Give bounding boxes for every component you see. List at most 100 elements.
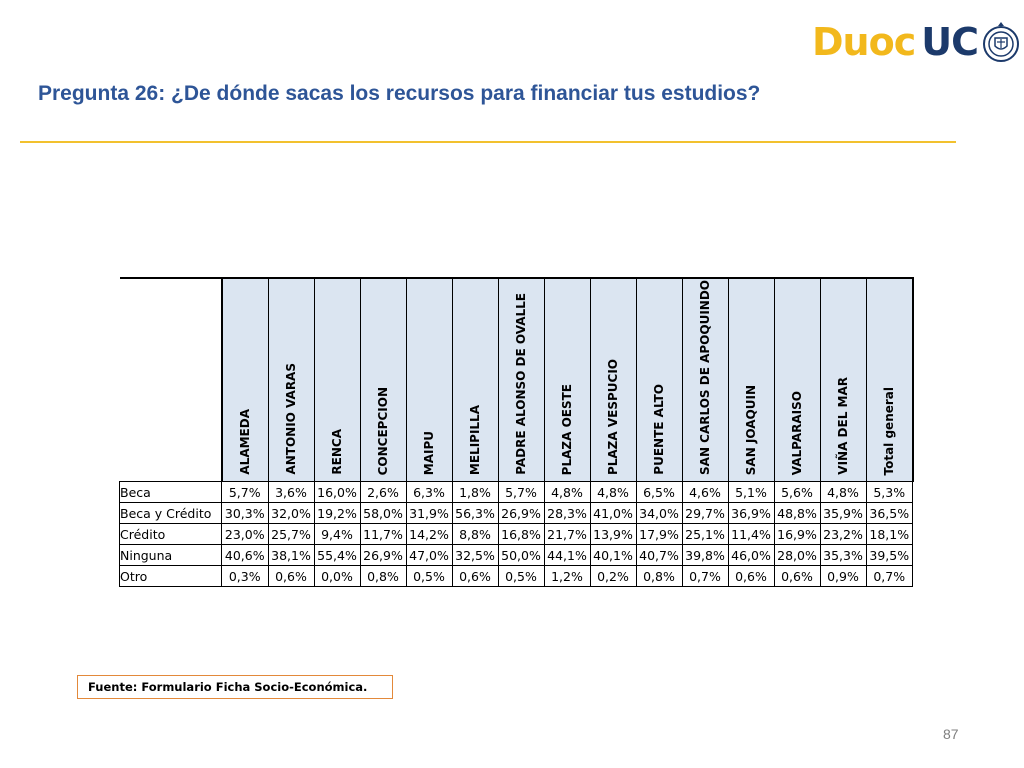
table-cell: 4,8% bbox=[543, 481, 591, 503]
row-label: Beca y Crédito bbox=[119, 502, 222, 524]
column-header: MAIPU bbox=[405, 277, 453, 482]
source-note: Fuente: Formulario Ficha Socio-Económica… bbox=[77, 675, 393, 699]
table-cell: 30,3% bbox=[221, 502, 269, 524]
table-cell: 16,0% bbox=[313, 481, 361, 503]
row-label: Crédito bbox=[119, 523, 222, 545]
table-cell: 0,6% bbox=[267, 565, 315, 587]
table-cell: 19,2% bbox=[313, 502, 361, 524]
column-header: CONCEPCION bbox=[359, 277, 407, 482]
column-header-label: PLAZA OESTE bbox=[560, 383, 574, 475]
table-cell: 0,7% bbox=[865, 565, 913, 587]
table-cell: 0,8% bbox=[635, 565, 683, 587]
table-cell: 46,0% bbox=[727, 544, 775, 566]
column-header: PLAZA OESTE bbox=[543, 277, 591, 482]
table-cell: 11,7% bbox=[359, 523, 407, 545]
table-cell: 23,2% bbox=[819, 523, 867, 545]
table-cell: 16,9% bbox=[773, 523, 821, 545]
table-cell: 47,0% bbox=[405, 544, 453, 566]
column-header-label: SAN JOAQUIN bbox=[744, 384, 758, 475]
table-header-row: ALAMEDA ANTONIO VARAS RENCA CONCEPCION M… bbox=[119, 277, 914, 482]
duoc-uc-logo: Duoc UC bbox=[812, 16, 1020, 68]
table-cell: 5,7% bbox=[221, 481, 269, 503]
row-label: Ninguna bbox=[119, 544, 222, 566]
table-cell: 0,6% bbox=[727, 565, 775, 587]
table-cell: 39,5% bbox=[865, 544, 913, 566]
table-row: Crédito 23,0% 25,7% 9,4% 11,7% 14,2% 8,8… bbox=[119, 523, 913, 545]
column-header-label: VALPARAISO bbox=[790, 390, 804, 475]
table-cell: 0,7% bbox=[681, 565, 729, 587]
table-cell: 28,0% bbox=[773, 544, 821, 566]
table-cell: 40,7% bbox=[635, 544, 683, 566]
table-cell: 1,2% bbox=[543, 565, 591, 587]
column-header: ANTONIO VARAS bbox=[267, 277, 315, 482]
column-header-label: PLAZA VESPUCIO bbox=[606, 358, 620, 475]
table-cell: 44,1% bbox=[543, 544, 591, 566]
table-cell: 29,7% bbox=[681, 502, 729, 524]
table-cell: 16,8% bbox=[497, 523, 545, 545]
table-cell: 0,8% bbox=[359, 565, 407, 587]
table-row: Ninguna 40,6% 38,1% 55,4% 26,9% 47,0% 32… bbox=[119, 544, 913, 566]
table-cell: 35,9% bbox=[819, 502, 867, 524]
column-header: VIÑA DEL MAR bbox=[819, 277, 867, 482]
table-cell: 4,6% bbox=[681, 481, 729, 503]
column-header: RENCA bbox=[313, 277, 361, 482]
table-cell: 36,9% bbox=[727, 502, 775, 524]
table-cell: 0,9% bbox=[819, 565, 867, 587]
column-header-label: VIÑA DEL MAR bbox=[836, 377, 850, 475]
table-cell: 26,9% bbox=[497, 502, 545, 524]
table-cell: 6,5% bbox=[635, 481, 683, 503]
table-cell: 23,0% bbox=[221, 523, 269, 545]
page-title: Pregunta 26: ¿De dónde sacas los recurso… bbox=[38, 82, 761, 105]
page-number: 87 bbox=[943, 726, 959, 742]
table-cell: 6,3% bbox=[405, 481, 453, 503]
column-header-label: RENCA bbox=[330, 429, 344, 475]
table-cell: 26,9% bbox=[359, 544, 407, 566]
column-header: SAN JOAQUIN bbox=[727, 277, 775, 482]
table-cell: 32,5% bbox=[451, 544, 499, 566]
logo-duoc-text: Duoc bbox=[812, 20, 916, 64]
table-cell: 4,8% bbox=[819, 481, 867, 503]
row-label: Otro bbox=[119, 565, 222, 587]
table-cell: 5,7% bbox=[497, 481, 545, 503]
table-cell: 0,2% bbox=[589, 565, 637, 587]
table-cell: 31,9% bbox=[405, 502, 453, 524]
table-cell: 39,8% bbox=[681, 544, 729, 566]
table-cell: 35,3% bbox=[819, 544, 867, 566]
table-cell: 40,1% bbox=[589, 544, 637, 566]
column-header-label: ANTONIO VARAS bbox=[284, 363, 298, 475]
funding-sources-table: ALAMEDA ANTONIO VARAS RENCA CONCEPCION M… bbox=[119, 277, 914, 587]
table-cell: 0,5% bbox=[497, 565, 545, 587]
table-cell: 58,0% bbox=[359, 502, 407, 524]
table-cell: 0,3% bbox=[221, 565, 269, 587]
table-cell: 25,1% bbox=[681, 523, 729, 545]
column-header-total: Total general bbox=[865, 277, 914, 482]
university-seal-icon bbox=[982, 22, 1019, 62]
table-cell: 21,7% bbox=[543, 523, 591, 545]
logo-uc-text: UC bbox=[921, 20, 979, 64]
table-cell: 40,6% bbox=[221, 544, 269, 566]
column-header: VALPARAISO bbox=[773, 277, 821, 482]
table-cell: 18,1% bbox=[865, 523, 913, 545]
table-cell: 38,1% bbox=[267, 544, 315, 566]
column-header-label: Total general bbox=[882, 386, 896, 476]
column-header-label: SAN CARLOS DE APOQUINDO bbox=[698, 280, 712, 475]
table-cell: 2,6% bbox=[359, 481, 407, 503]
table-cell: 14,2% bbox=[405, 523, 453, 545]
column-header: SAN CARLOS DE APOQUINDO bbox=[681, 277, 729, 482]
table-cell: 5,6% bbox=[773, 481, 821, 503]
table-cell: 11,4% bbox=[727, 523, 775, 545]
table-cell: 50,0% bbox=[497, 544, 545, 566]
column-header: PLAZA VESPUCIO bbox=[589, 277, 637, 482]
column-header-label: MELIPILLA bbox=[468, 404, 482, 475]
table-cell: 8,8% bbox=[451, 523, 499, 545]
column-header: PADRE ALONSO DE OVALLE bbox=[497, 277, 545, 482]
table-cell: 3,6% bbox=[267, 481, 315, 503]
table-cell: 13,9% bbox=[589, 523, 637, 545]
column-header-label: MAIPU bbox=[422, 430, 436, 475]
table-cell: 32,0% bbox=[267, 502, 315, 524]
table-cell: 36,5% bbox=[865, 502, 913, 524]
column-header: PUENTE ALTO bbox=[635, 277, 683, 482]
column-header-label: CONCEPCION bbox=[376, 386, 390, 475]
table-cell: 5,3% bbox=[865, 481, 913, 503]
table-cell: 41,0% bbox=[589, 502, 637, 524]
